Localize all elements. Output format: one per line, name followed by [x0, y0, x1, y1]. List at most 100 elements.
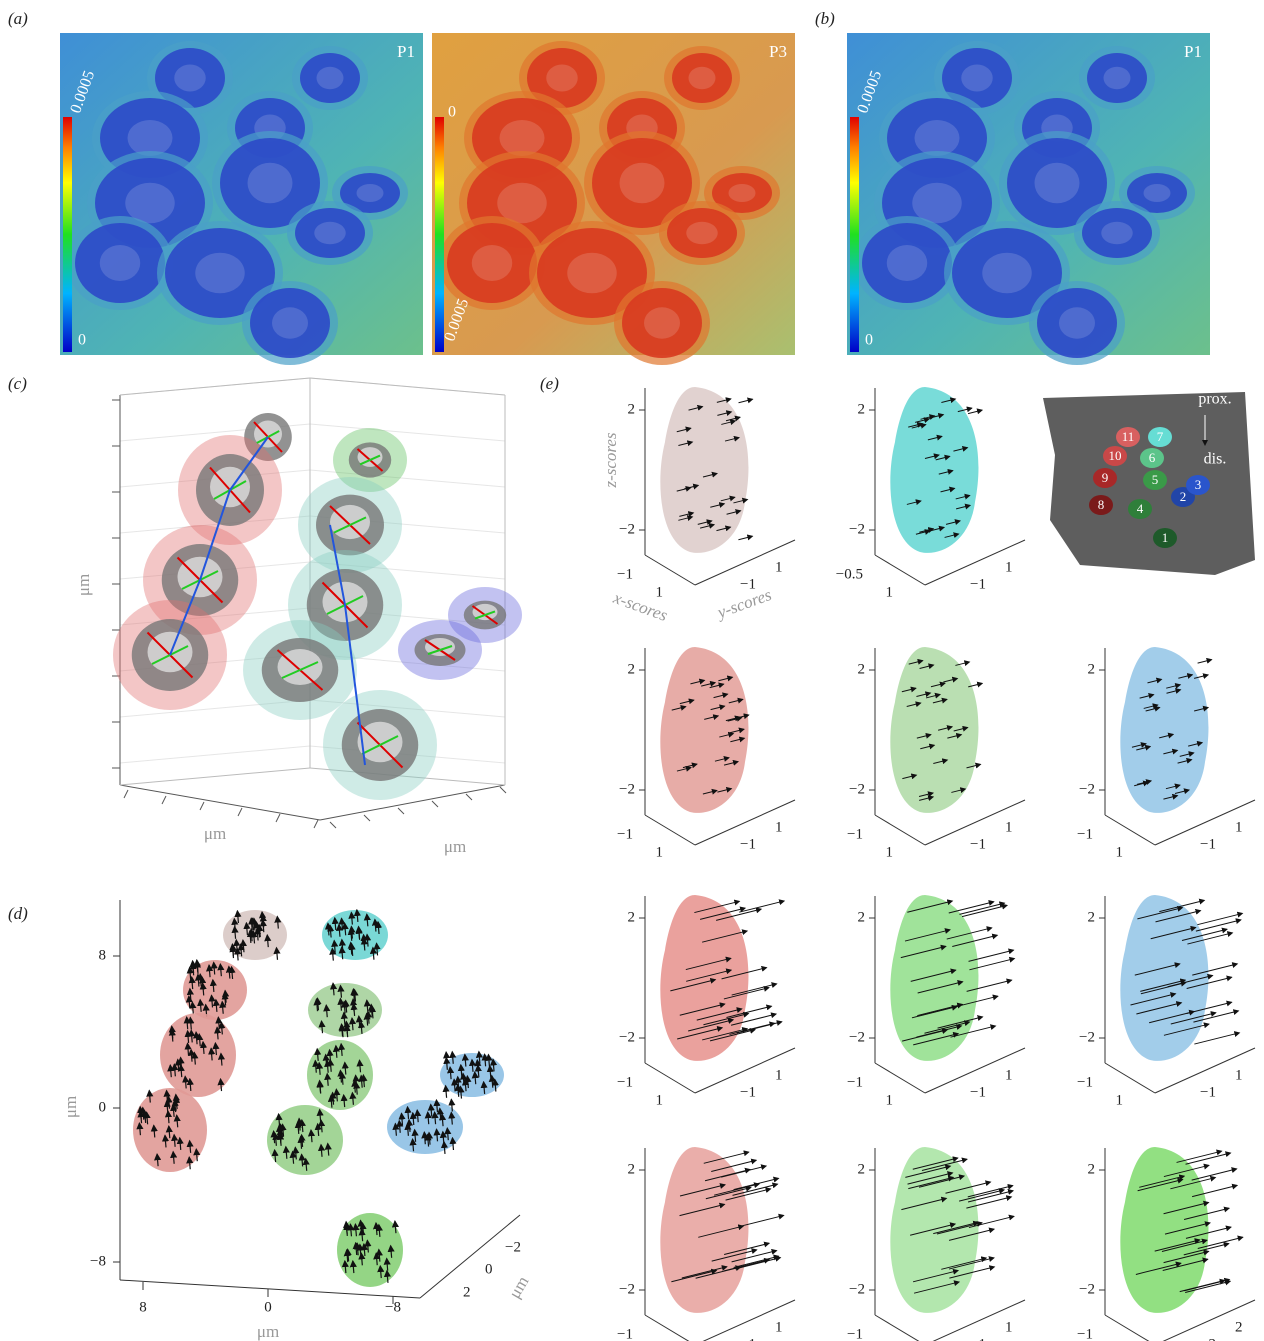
- y-tick-label: 1: [1005, 819, 1013, 835]
- axis-label: μm: [74, 574, 93, 596]
- z-tick-label: −2: [849, 1029, 865, 1045]
- cell-core: [174, 65, 206, 92]
- node-label: 10: [1109, 448, 1122, 463]
- object-core: [278, 649, 323, 685]
- tick: [432, 801, 438, 807]
- tick: [200, 802, 204, 810]
- object: [133, 1088, 207, 1172]
- z-tick-label: 2: [858, 909, 866, 925]
- vector: [739, 901, 784, 912]
- tick: [364, 815, 370, 821]
- cell-core: [1101, 222, 1133, 245]
- x-tick-label: −1: [617, 1326, 633, 1341]
- box-line: [120, 768, 310, 785]
- node-label: 9: [1102, 470, 1109, 485]
- z-tick-label: 2: [628, 401, 636, 417]
- cell-core: [961, 65, 993, 92]
- node-label: 8: [1098, 497, 1105, 512]
- cell-core: [620, 163, 665, 204]
- shape: [660, 1147, 748, 1313]
- y-tick-label: 1: [775, 1319, 783, 1335]
- z-tick-label: −2: [619, 781, 635, 797]
- cell-core: [472, 245, 513, 281]
- x-tick-label: 1: [886, 1092, 894, 1108]
- y-tick-label: −1: [1200, 836, 1216, 852]
- image-tag: P3: [769, 42, 787, 61]
- cell-core: [1035, 163, 1080, 204]
- y-tick-label: 1: [775, 819, 783, 835]
- tick: [466, 794, 472, 800]
- z-tick-label: 2: [1088, 909, 1096, 925]
- node-label: 4: [1137, 501, 1144, 516]
- z-tick-label: −2: [1079, 781, 1095, 797]
- shape: [660, 895, 748, 1061]
- z-tick-label: −2: [1079, 1281, 1095, 1297]
- y-tick-label: 1: [1235, 819, 1243, 835]
- shape: [660, 387, 748, 553]
- x-tick-label: −8: [385, 1299, 401, 1315]
- shape: [660, 647, 748, 813]
- cell-core: [1059, 307, 1095, 339]
- box-line: [120, 746, 310, 763]
- tick: [314, 820, 318, 828]
- x-tick-label: 1: [656, 1092, 664, 1108]
- panel-label: (a): [8, 9, 28, 28]
- z-tick-label: −2: [849, 1281, 865, 1297]
- node-label: 2: [1180, 489, 1187, 504]
- cell-core: [314, 222, 346, 245]
- y-tick-label: 1: [775, 1067, 783, 1083]
- vector: [739, 399, 753, 403]
- cell-core: [729, 184, 756, 202]
- z-tick-label: −2: [849, 781, 865, 797]
- depth-tick-label: −2: [505, 1239, 521, 1255]
- vector: [968, 410, 982, 414]
- shape: [1120, 647, 1208, 813]
- node-label: 6: [1149, 450, 1156, 465]
- node-label: 3: [1195, 477, 1202, 492]
- x-tick-label: −1: [1077, 1074, 1093, 1090]
- cell-core: [982, 253, 1032, 294]
- x-tick-label: 1: [886, 584, 894, 600]
- cell-core: [686, 222, 718, 245]
- x-tick-label: 1: [1116, 1092, 1124, 1108]
- axis-label: μm: [257, 1322, 279, 1341]
- box-line: [120, 785, 320, 820]
- vector: [962, 905, 1007, 916]
- cell-core: [272, 307, 308, 339]
- vector: [1198, 660, 1212, 664]
- node-label: 7: [1157, 429, 1164, 444]
- x-tick-label: −1: [847, 1326, 863, 1341]
- axis: [875, 1063, 925, 1093]
- panel-label: (b): [815, 9, 835, 28]
- axis-label: μm: [204, 824, 226, 843]
- depth-tick-label: 0: [485, 1261, 493, 1277]
- cell-core: [128, 120, 173, 156]
- axis-label: μm: [444, 837, 466, 856]
- y-tick-label: −1: [970, 836, 986, 852]
- y-tick-label: 2: [1235, 1319, 1243, 1335]
- x-tick-label: −0.5: [836, 566, 863, 582]
- axis: [875, 815, 925, 845]
- node-label: 11: [1122, 429, 1135, 444]
- z-tick-label: 2: [858, 1161, 866, 1177]
- y-tick-label: −1: [1200, 1084, 1216, 1100]
- tick: [398, 808, 404, 814]
- image-tag: P1: [397, 42, 415, 61]
- vector: [1197, 913, 1242, 924]
- cell-core: [1144, 184, 1171, 202]
- x-tick-label: −1: [617, 1074, 633, 1090]
- object-core: [254, 421, 282, 448]
- y-tick-label: 1: [1005, 1067, 1013, 1083]
- axis: [1105, 1315, 1155, 1341]
- colorbar-top-label: 0: [448, 104, 456, 121]
- cell-core: [357, 184, 384, 202]
- z-tick-label: −2: [619, 1281, 635, 1297]
- cell-core: [125, 183, 175, 224]
- panel-label: (e): [540, 374, 559, 393]
- y-tick-label: 1: [1005, 1319, 1013, 1335]
- y-tick-label: −1: [970, 1336, 986, 1341]
- tick: [124, 790, 128, 798]
- x-tick-label: 0: [264, 1299, 272, 1315]
- dis-label: dis.: [1204, 451, 1227, 468]
- z-tick-label: −2: [619, 1029, 635, 1045]
